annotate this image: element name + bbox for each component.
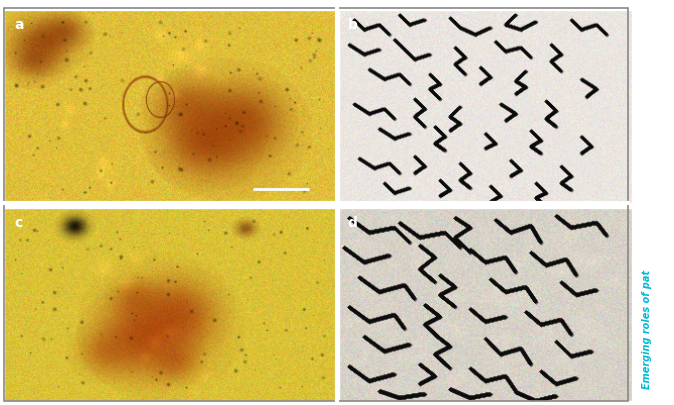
Text: c: c	[14, 216, 22, 230]
Text: a: a	[14, 18, 24, 32]
Text: b: b	[348, 18, 357, 32]
Text: Emerging roles of pat: Emerging roles of pat	[642, 270, 652, 389]
Text: d: d	[348, 216, 357, 230]
